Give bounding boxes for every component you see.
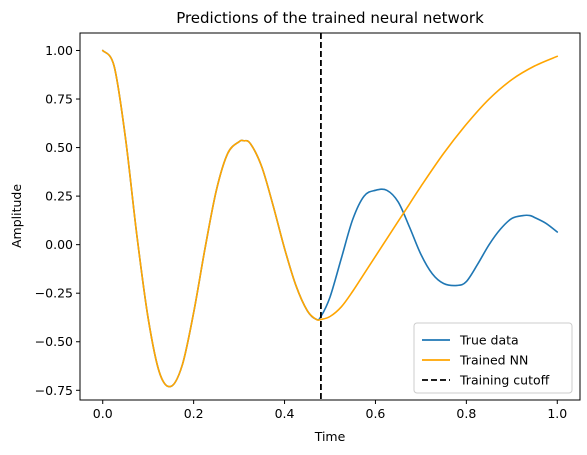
legend-label: True data <box>459 333 519 348</box>
x-tick-label: 1.0 <box>547 406 567 421</box>
x-tick-label: 0.0 <box>93 406 113 421</box>
y-tick-label: 0.50 <box>45 140 73 155</box>
y-axis: −0.75 −0.50 −0.25 0.00 0.25 0.50 0.75 1.00 <box>35 43 80 398</box>
y-axis-label: Amplitude <box>9 184 24 248</box>
y-tick-label: 0.25 <box>45 189 73 204</box>
legend-label: Trained NN <box>459 353 528 368</box>
y-tick-label: 0.75 <box>45 92 73 107</box>
x-tick-label: 0.4 <box>275 406 295 421</box>
legend: True data Trained NN Training cutoff <box>413 322 573 394</box>
y-tick-label: −0.25 <box>35 286 73 301</box>
y-tick-label: 1.00 <box>45 43 73 58</box>
y-tick-label: 0.00 <box>45 237 73 252</box>
trained-nn-line <box>101 49 559 388</box>
y-tick-label: −0.50 <box>35 334 73 349</box>
plot-frame <box>79 32 581 401</box>
legend-label: Training cutoff <box>459 373 550 388</box>
x-tick-label: 0.8 <box>456 406 476 421</box>
x-axis: 0.0 0.2 0.4 0.6 0.8 1.0 <box>93 400 567 421</box>
x-tick-label: 0.2 <box>184 406 204 421</box>
y-tick-label: −0.75 <box>35 383 73 398</box>
legend-box <box>413 322 573 394</box>
x-tick-label: 0.6 <box>366 406 386 421</box>
x-axis-label: Time <box>314 429 346 444</box>
plot-area <box>79 32 581 401</box>
chart-title: Predictions of the trained neural networ… <box>176 9 484 27</box>
